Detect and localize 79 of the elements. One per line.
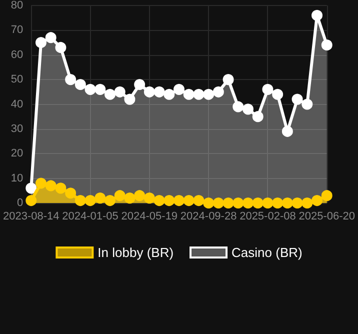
point xyxy=(154,195,165,206)
point xyxy=(242,198,254,208)
point xyxy=(65,74,76,86)
point xyxy=(262,198,274,208)
y-tick-label: 50 xyxy=(10,74,24,86)
point xyxy=(144,86,155,98)
point xyxy=(183,88,194,100)
legend-label: Casino (BR) xyxy=(232,245,302,260)
point xyxy=(26,182,37,194)
point xyxy=(55,182,66,194)
point xyxy=(94,192,106,204)
y-tick-label: 60 xyxy=(10,48,24,61)
point xyxy=(74,79,86,90)
point xyxy=(84,195,96,206)
point xyxy=(94,84,106,95)
x-tick-label: 2024-01-05 xyxy=(62,210,118,222)
point xyxy=(114,86,126,98)
point xyxy=(321,190,332,202)
point xyxy=(174,195,184,206)
legend-label: In lobby (BR) xyxy=(98,245,174,260)
x-tick-label: 2025-06-20 xyxy=(298,210,356,222)
y-tick-label: 20 xyxy=(10,148,24,160)
y-tick-label: 10 xyxy=(10,172,24,184)
point xyxy=(124,94,136,105)
point xyxy=(272,88,284,100)
point xyxy=(282,126,293,137)
x-tick-label: 2024-09-28 xyxy=(180,210,237,222)
point xyxy=(222,74,234,86)
y-tick-label: 0 xyxy=(17,197,24,209)
point xyxy=(193,195,204,206)
point xyxy=(321,40,332,50)
point xyxy=(232,198,244,208)
point xyxy=(302,98,313,110)
point xyxy=(272,198,284,208)
point xyxy=(282,198,293,208)
point xyxy=(134,79,146,90)
point xyxy=(104,195,116,206)
point xyxy=(104,88,116,100)
point xyxy=(174,84,184,95)
point xyxy=(292,94,303,105)
point xyxy=(134,190,146,202)
point xyxy=(302,198,313,208)
x-tick-label: 2023-08-14 xyxy=(2,210,60,222)
point xyxy=(124,192,136,204)
y-tick-label: 70 xyxy=(10,24,24,36)
x-tick-label: 2025-02-08 xyxy=(240,210,296,222)
point xyxy=(203,88,214,100)
point xyxy=(292,198,303,208)
point xyxy=(232,101,244,112)
point xyxy=(154,86,165,98)
point xyxy=(164,195,175,206)
point xyxy=(164,88,175,100)
point xyxy=(144,192,155,204)
point xyxy=(312,195,323,206)
point xyxy=(74,195,86,206)
point xyxy=(36,37,46,48)
point xyxy=(212,198,224,208)
point xyxy=(45,32,56,44)
point xyxy=(252,198,264,208)
point xyxy=(55,42,66,53)
y-tick-label: 80 xyxy=(10,0,24,12)
point xyxy=(262,84,274,95)
point xyxy=(26,195,37,206)
point xyxy=(114,190,126,202)
point xyxy=(252,111,264,122)
point xyxy=(203,198,214,208)
point xyxy=(222,198,234,208)
x-tick-label: 2024-05-19 xyxy=(121,210,178,222)
point xyxy=(183,195,194,206)
point xyxy=(45,180,56,192)
point xyxy=(36,178,46,189)
point xyxy=(242,104,254,115)
y-tick-label: 40 xyxy=(10,98,24,110)
point xyxy=(65,188,76,199)
point xyxy=(193,88,204,100)
point xyxy=(312,10,323,21)
point xyxy=(84,84,96,95)
point xyxy=(212,86,224,98)
y-tick-label: 30 xyxy=(10,122,24,135)
